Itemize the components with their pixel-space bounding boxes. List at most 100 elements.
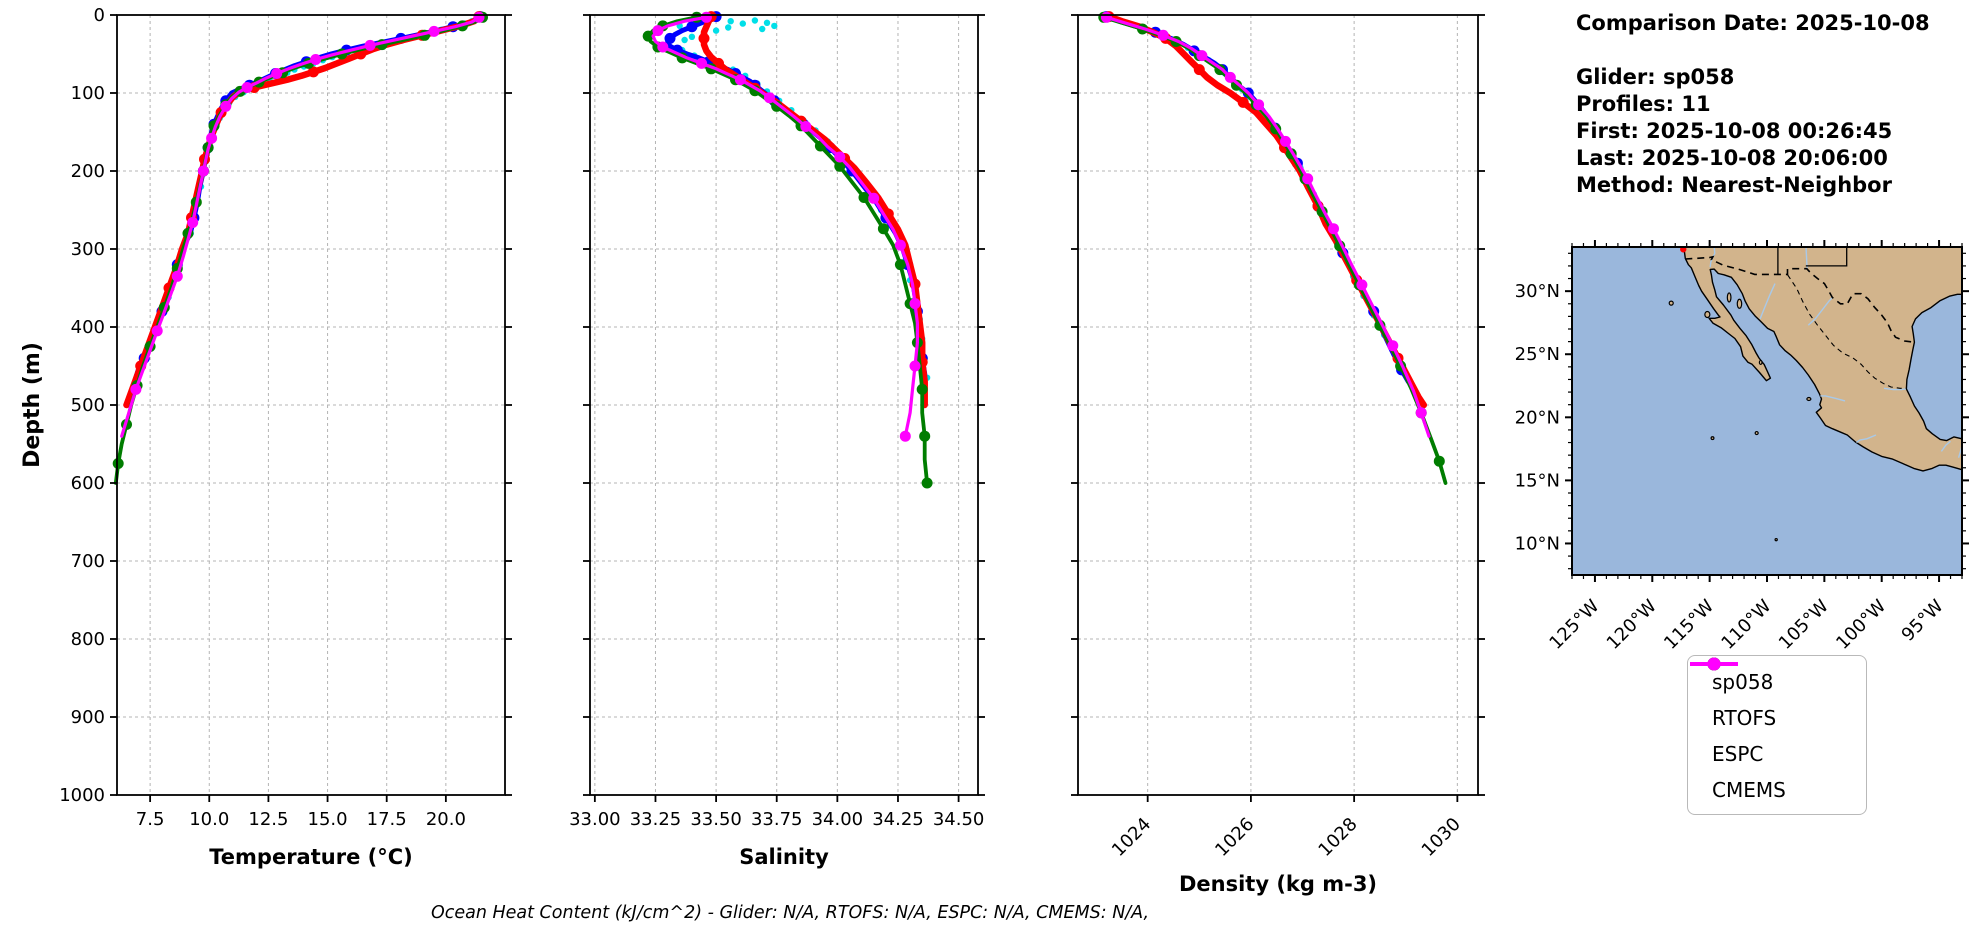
depth-tick-label: 700	[71, 551, 105, 572]
depth-tick-label: 500	[71, 395, 105, 416]
depth-tick-label: 800	[71, 629, 105, 650]
depth-tick-label: 900	[71, 707, 105, 728]
series-marker-CMEMS	[1302, 173, 1314, 185]
series-marker-CMEMS	[1100, 11, 1112, 23]
series-marker-CMEMS	[894, 239, 906, 251]
series-line-CMEMS	[651, 15, 919, 438]
depth-tick-label: 200	[71, 161, 105, 182]
x-tick-label: 1026	[1211, 814, 1258, 861]
series-marker-CMEMS	[271, 68, 283, 79]
map-lat-label: 15°N	[1515, 470, 1560, 491]
x-tick-label: 34.00	[812, 809, 864, 830]
x-tick-label: 33.25	[630, 809, 682, 830]
x-tick-label: 33.00	[569, 809, 621, 830]
series-marker-glider-raw	[727, 18, 734, 25]
island	[1754, 430, 1759, 436]
series-line-sp058	[665, 14, 928, 388]
series-marker-CMEMS	[909, 360, 921, 372]
legend-marker	[1707, 657, 1721, 671]
map-lon-label: 95°W	[1898, 596, 1948, 646]
river	[1883, 387, 1906, 391]
legend-label: ESPC	[1712, 742, 1764, 766]
last-profile-time: Last: 2025-10-08 20:06:00	[1576, 146, 1888, 170]
series-line-CMEMS	[1104, 15, 1431, 438]
land-mexico	[1683, 246, 1963, 472]
map-lat-label: 30°N	[1515, 281, 1560, 302]
series-marker-CMEMS	[473, 11, 485, 23]
us-mexico-border	[1685, 255, 1915, 343]
salinity-axis-label: Salinity	[739, 845, 829, 869]
series-marker-glider-raw	[712, 27, 720, 34]
legend-item-CMEMS: CMEMS	[1688, 657, 1866, 808]
density-axis-label: Density (kg m-3)	[1178, 872, 1378, 896]
series-marker-CMEMS	[171, 270, 183, 282]
river	[1820, 395, 1846, 402]
map-lon-label: 125°W	[1545, 596, 1603, 654]
glider-name: Glider: sp058	[1576, 65, 1735, 89]
x-tick-label: 10.0	[189, 809, 229, 830]
series-marker-CMEMS	[187, 217, 199, 228]
first-profile-time: First: 2025-10-08 00:26:45	[1576, 119, 1893, 143]
series-marker-CMEMS	[206, 132, 218, 144]
series-line-CMEMS	[120, 15, 481, 438]
depth-axis-label: Depth (m)	[20, 342, 45, 468]
series-marker-ESPC	[642, 30, 654, 42]
series-marker-CMEMS	[868, 192, 880, 204]
series-marker-CMEMS	[241, 82, 253, 93]
map-lon-label: 105°W	[1775, 596, 1833, 654]
river	[1807, 297, 1833, 326]
series-marker-CMEMS	[800, 121, 812, 132]
series-marker-ESPC	[919, 430, 931, 442]
legend-label: sp058	[1712, 670, 1774, 694]
series-marker-glider-raw	[688, 33, 696, 40]
profiles-count: Profiles: 11	[1576, 92, 1711, 116]
series-marker-CMEMS	[734, 74, 746, 86]
river	[1856, 434, 1877, 444]
map-lon-label: 115°W	[1660, 596, 1718, 654]
legend-item-ESPC: ESPC	[1688, 657, 1866, 772]
island	[1758, 359, 1763, 366]
comparison-info-block: Comparison Date: 2025-10-08 Glider: sp05…	[1576, 10, 1930, 199]
series-marker-CMEMS	[151, 325, 163, 337]
x-tick-label: 1030	[1418, 814, 1465, 861]
series-marker-ESPC	[916, 383, 928, 395]
x-tick-label: 33.75	[751, 809, 803, 830]
series-marker-CMEMS	[652, 25, 664, 37]
x-tick-label: 7.5	[136, 809, 165, 830]
series-line-ESPC	[1101, 15, 1448, 485]
x-tick-label: 12.5	[248, 809, 288, 830]
depth-tick-label: 400	[71, 317, 105, 338]
series-marker-CMEMS	[130, 383, 142, 395]
series-marker-glider-raw	[771, 22, 778, 30]
series-marker-CMEMS	[657, 41, 669, 53]
series-marker-CMEMS	[1224, 71, 1236, 83]
series-marker-CMEMS	[428, 25, 440, 37]
series-marker-CMEMS	[220, 100, 232, 112]
map-lon-label: 110°W	[1717, 596, 1775, 654]
series-marker-ESPC	[1433, 455, 1445, 467]
map-lon-label: 120°W	[1603, 596, 1661, 654]
depth-tick-label: 100	[71, 83, 105, 104]
series-marker-ESPC	[1231, 79, 1242, 91]
series-marker-glider-raw	[725, 24, 732, 31]
series-marker-CMEMS	[1280, 135, 1291, 147]
series-marker-glider-raw	[681, 36, 688, 44]
ocean-heat-content-note: Ocean Heat Content (kJ/cm^2) - Glider: N…	[430, 903, 1150, 923]
river	[1940, 440, 1951, 452]
island	[1726, 292, 1732, 303]
series-marker-glider-raw	[739, 20, 746, 27]
island	[1710, 436, 1715, 441]
series-marker-RTOFS	[698, 32, 710, 44]
x-tick-label: 20.0	[426, 809, 466, 830]
series-marker-glider-raw	[759, 25, 766, 33]
series-marker-CMEMS	[1387, 340, 1399, 352]
legend-item-RTOFS: RTOFS	[1688, 657, 1866, 736]
comparison-date: Comparison Date: 2025-10-08	[1576, 11, 1930, 35]
info-spacer	[1576, 37, 1930, 64]
depth-tick-label: 1000	[59, 785, 105, 806]
series-line-ESPC	[113, 15, 485, 485]
map-lat-label: 20°N	[1515, 407, 1560, 428]
state-border-nm-tx	[1805, 247, 1848, 267]
series-marker-CMEMS	[899, 430, 911, 442]
